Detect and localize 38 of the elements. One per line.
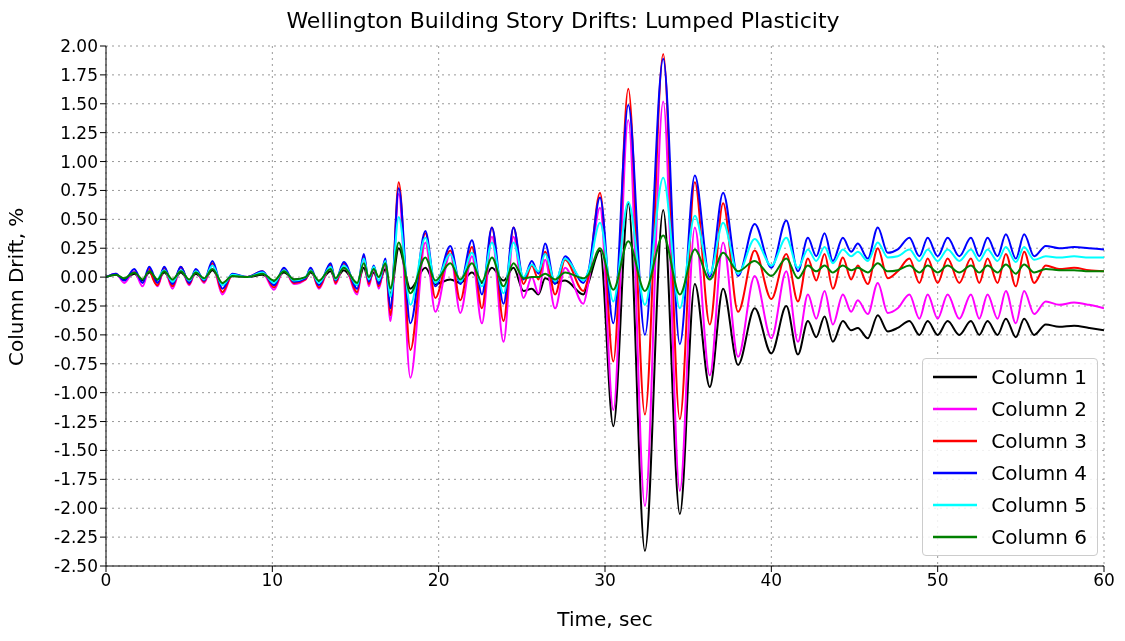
chart-title: Wellington Building Story Drifts: Lumped Plasticity [285,8,841,33]
y-tick-label: 0.50 [60,209,98,230]
y-tick-label: 1.00 [60,151,98,172]
y-tick-label: 1.25 [60,122,98,143]
legend-label: Column 4 [991,461,1087,485]
line-series [106,234,1104,296]
legend-label: Column 2 [991,397,1087,421]
y-tick-label: 2.00 [60,36,98,57]
x-tick-label: 20 [427,570,450,591]
y-tick-label: 1.50 [60,93,98,114]
y-tick-label: -0.25 [54,296,98,317]
line-series [156,176,1104,310]
y-tick-label: -1.75 [54,469,98,490]
legend-label: Column 5 [991,493,1087,517]
x-tick-label: 30 [594,570,616,591]
legend-label: Column 1 [991,365,1087,389]
y-tick-label: -2.25 [54,527,98,548]
x-tick-label: 0 [100,570,112,591]
y-tick-label: -2.00 [54,498,98,519]
y-axis-title: Column Drift, % [4,207,29,366]
legend-label: Column 6 [991,525,1087,549]
y-tick-label: 0.25 [60,238,98,259]
x-tick-label: 50 [926,570,949,591]
x-tick-label: 60 [1093,570,1115,591]
y-tick-label: 0.00 [60,267,98,288]
y-tick-label: -1.00 [54,382,98,403]
x-tick-label: 10 [261,570,284,591]
y-tick-label: -1.50 [54,440,98,461]
y-tick-label: -0.75 [54,353,98,374]
y-tick-label: -0.50 [54,324,98,345]
y-tick-label: -2.50 [54,556,98,577]
legend-label: Column 3 [991,429,1087,453]
x-tick-label: 40 [760,570,783,591]
x-axis-title: Time, sec [556,607,653,631]
y-tick-label: 0.75 [60,180,98,201]
y-tick-label: -1.25 [54,411,98,432]
y-tick-label: 1.75 [60,64,98,85]
line-series [106,57,1104,346]
